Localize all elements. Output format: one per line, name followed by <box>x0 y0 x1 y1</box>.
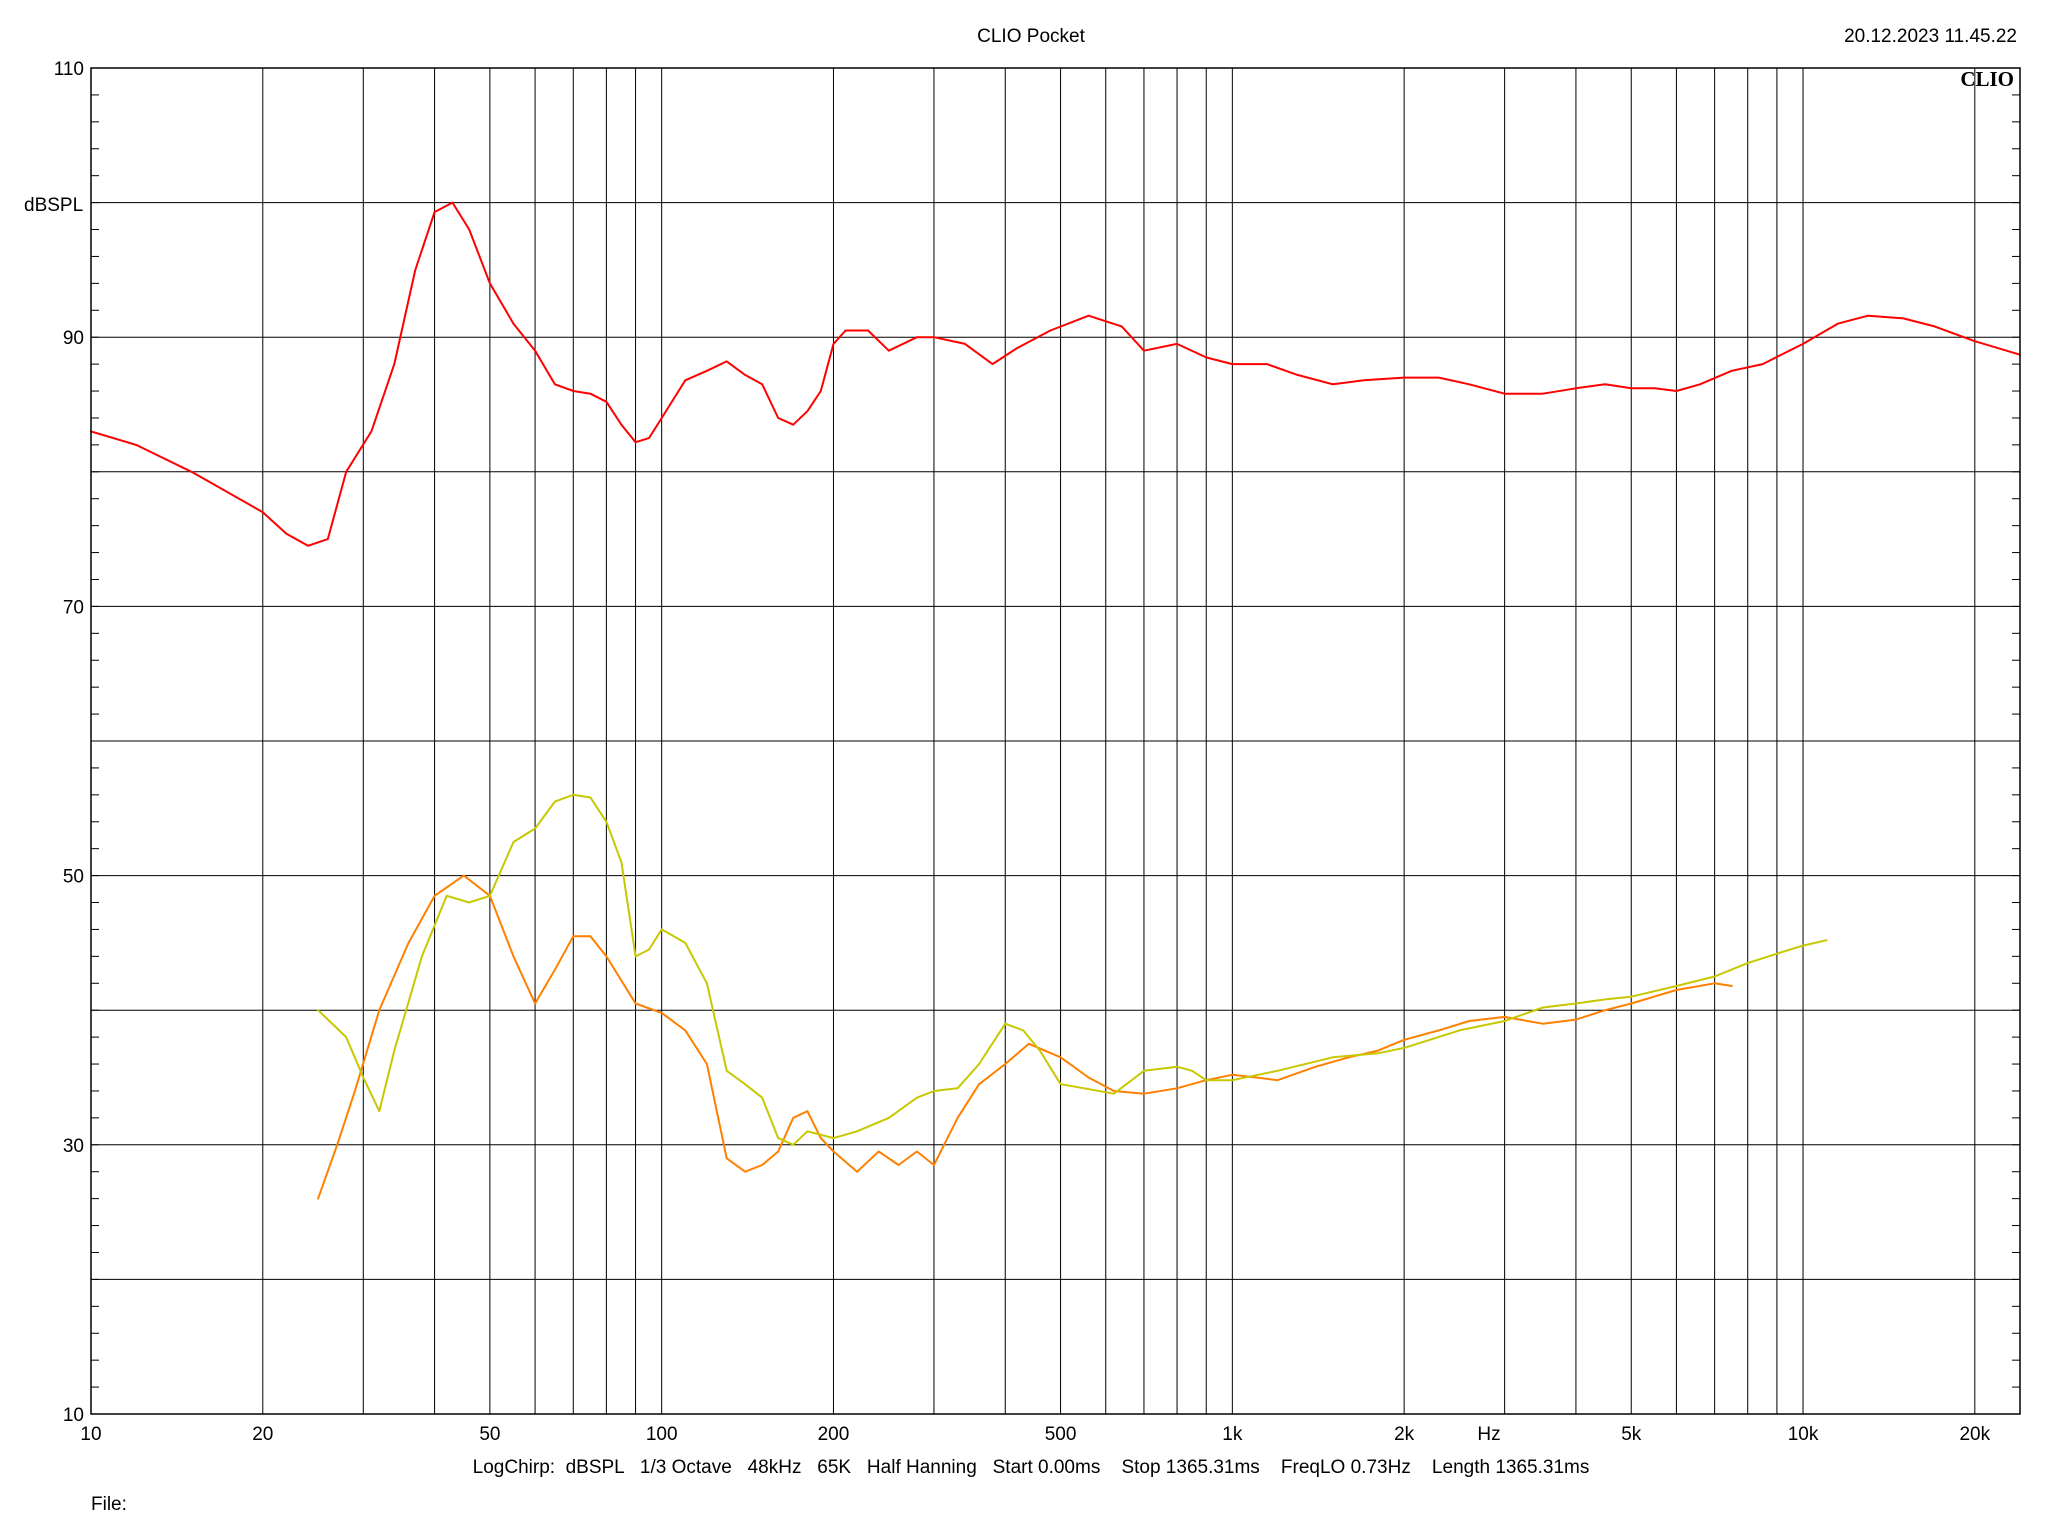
x-tick-label: 100 <box>646 1424 678 1445</box>
y-tick-label: 70 <box>63 597 84 618</box>
file-label: File: <box>91 1494 127 1515</box>
x-tick-label: 20k <box>1959 1424 1990 1445</box>
y-tick-label: 110 <box>54 59 84 80</box>
y-tick-label: 10 <box>63 1405 84 1426</box>
x-tick-labels: 10 20 50 100 200 500 1k 2k 5k 10k 20k <box>80 1424 1990 1445</box>
series-line-3 <box>317 793 1828 1146</box>
x-tick-label: 1k <box>1222 1424 1243 1445</box>
x-axis-label: Hz <box>1477 1424 1500 1445</box>
x-tick-label: 200 <box>818 1424 850 1445</box>
x-tick-label: 500 <box>1045 1424 1077 1445</box>
series-layer <box>90 201 2021 1200</box>
grid <box>91 67 2020 1415</box>
measurement-settings: LogChirp: dBSPL 1/3 Octave 48kHz 65K Hal… <box>473 1457 1590 1478</box>
y-tick-label: 50 <box>63 867 84 888</box>
x-tick-label: 5k <box>1621 1424 1642 1445</box>
series-line-2 <box>317 874 1733 1200</box>
series-line-1 <box>90 201 2021 547</box>
y-tick-label: 90 <box>63 328 84 349</box>
x-tick-label: 10 <box>80 1424 101 1445</box>
plot-frame <box>90 67 2021 1415</box>
x-tick-label: 50 <box>479 1424 500 1445</box>
chart-title: CLIO Pocket <box>977 26 1085 47</box>
x-tick-label: 10k <box>1788 1424 1819 1445</box>
x-tick-label: 2k <box>1394 1424 1415 1445</box>
y-tick-labels: 10 30 50 70 90 110 <box>54 59 84 1426</box>
x-tick-label: 20 <box>252 1424 273 1445</box>
y-tick-label: 30 <box>63 1136 84 1157</box>
timestamp: 20.12.2023 11.45.22 <box>1844 26 2017 47</box>
y-axis-label: dBSPL <box>24 195 83 216</box>
clio-logo: CLIO <box>1960 67 2014 91</box>
